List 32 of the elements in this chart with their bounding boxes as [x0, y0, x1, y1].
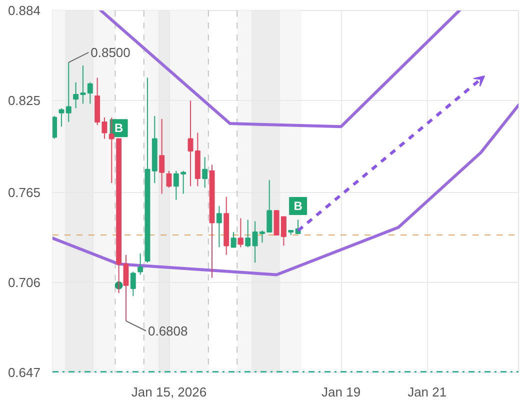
y-tick-label: 0.647: [8, 365, 41, 380]
candlestick: [138, 252, 144, 276]
candlestick: [87, 82, 93, 104]
candlestick: [180, 170, 186, 194]
annotation: 0.6808: [148, 323, 188, 338]
candlestick: [245, 219, 251, 248]
y-tick-label: 0.884: [8, 3, 41, 18]
y-tick-label: 0.825: [8, 93, 41, 108]
x-tick-label: Jan 21: [408, 384, 447, 400]
candlestick: [130, 271, 136, 297]
candlestick: [66, 62, 72, 122]
candlestick: [173, 170, 179, 200]
candlestick: [52, 115, 58, 140]
candlestick: [230, 231, 236, 248]
line-series: [52, 104, 518, 276]
annotation: 0.8500: [90, 44, 130, 60]
candlestick: [159, 118, 165, 194]
candlestick: [123, 254, 129, 322]
candlestick: [102, 116, 108, 140]
candlestick: [238, 218, 244, 248]
candlestick: [266, 180, 272, 232]
candlestick: [166, 170, 172, 188]
candlestick: [58, 108, 64, 128]
candlestick: [216, 206, 222, 248]
data-label: B: [294, 199, 303, 214]
y-tick-label: 0.765: [8, 184, 41, 200]
x-tick-label: Jan 19: [322, 384, 361, 400]
data-label: B: [114, 121, 124, 136]
candlestick: [188, 100, 194, 187]
x-tick-label: Jan 15, 2026: [131, 384, 207, 400]
candlestick: [202, 156, 208, 188]
y-tick-label: 0.706: [8, 274, 41, 290]
